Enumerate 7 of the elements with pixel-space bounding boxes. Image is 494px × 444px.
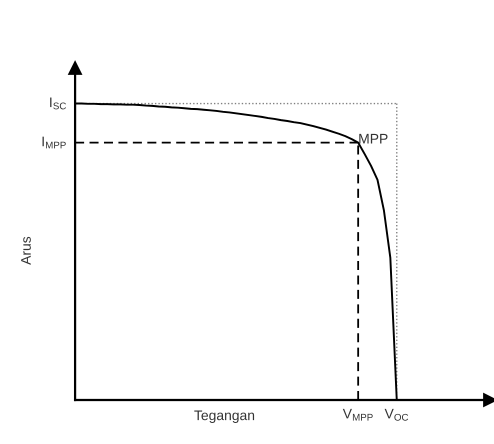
annotation: MPP	[359, 134, 388, 144]
x-tick-label: V$_{MPP}$	[342, 408, 373, 421]
x-axis-title: Tegangan	[194, 410, 254, 423]
x-tick-label: V$_{OC}$	[384, 408, 408, 421]
ref-line-label: I$_{SC}$	[50, 98, 66, 110]
ref-line-label: I$_{MPP}$	[42, 136, 66, 148]
y-axis-title: Arus	[21, 236, 31, 265]
